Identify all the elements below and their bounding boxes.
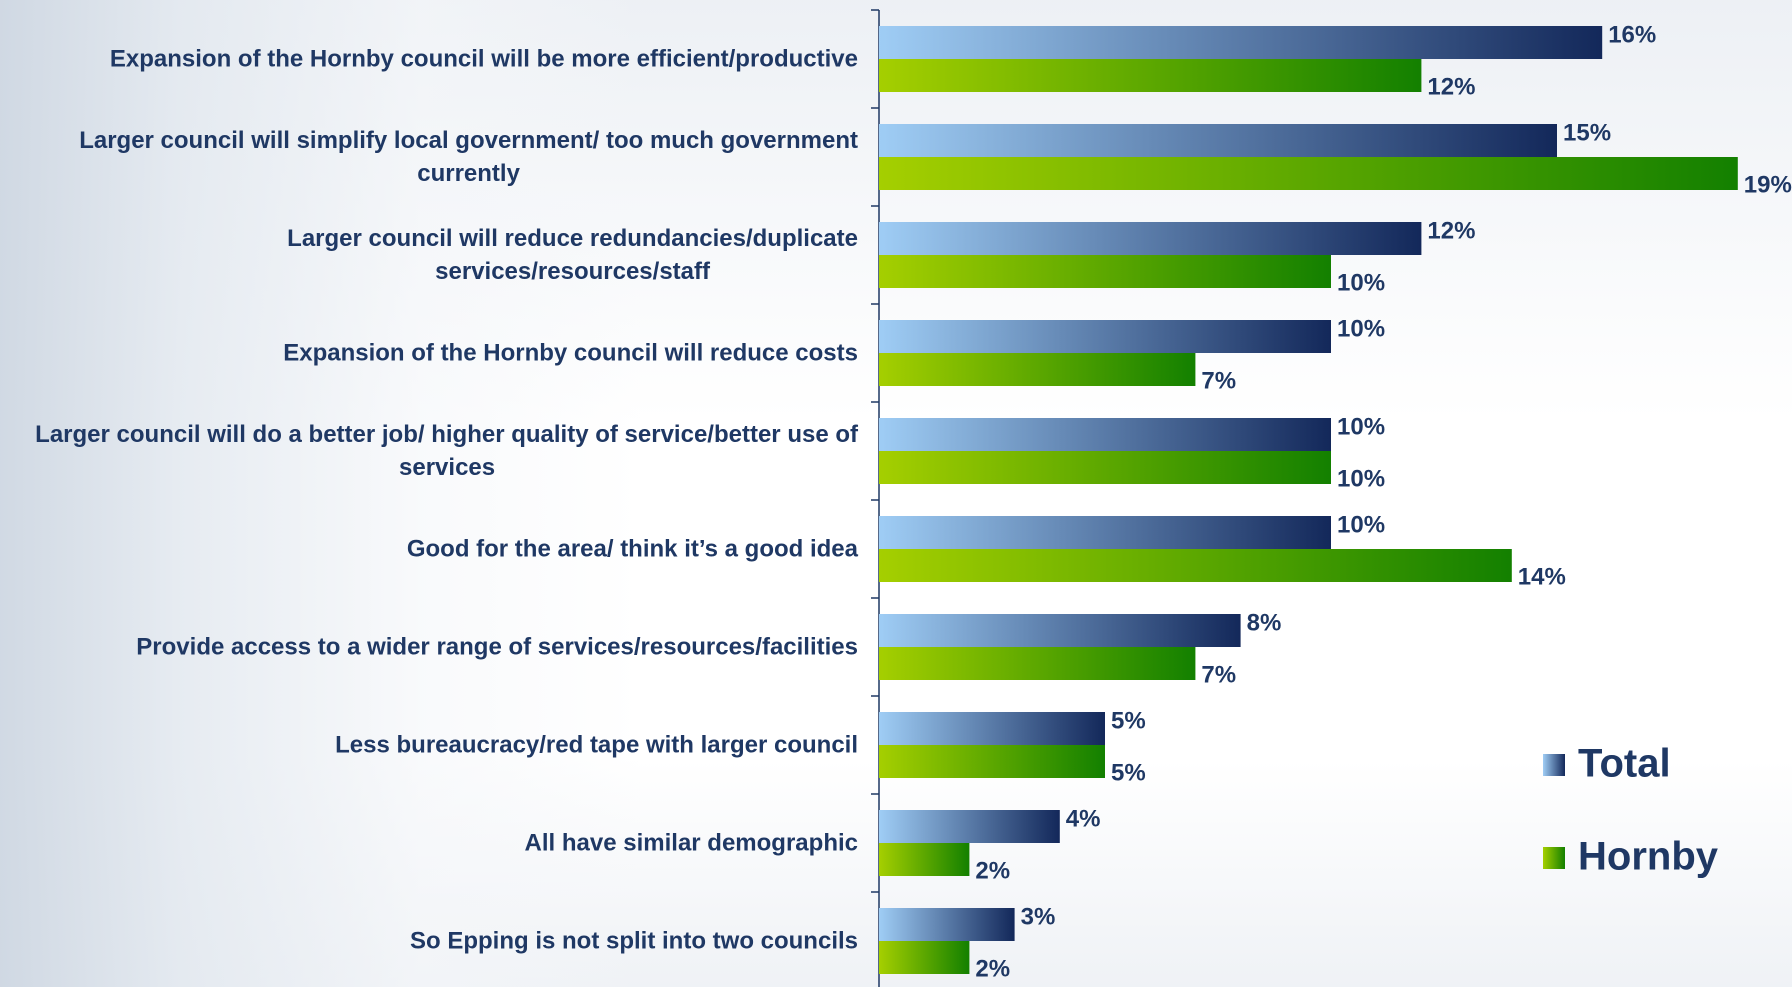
data-label-hornby-7: 5% [1111, 759, 1146, 786]
bar-total-5 [879, 516, 1331, 549]
bar-hornby-8 [879, 843, 970, 876]
category-labels: Expansion of the Hornby council will be … [35, 45, 859, 954]
data-label-total-8: 4% [1066, 805, 1101, 832]
category-label-2-line-1: services/resources/staff [435, 258, 711, 285]
data-label-total-4: 10% [1337, 413, 1385, 440]
data-label-hornby-8: 2% [975, 857, 1010, 884]
bar-total-1 [879, 124, 1557, 157]
data-label-total-0: 16% [1608, 21, 1656, 48]
bar-hornby-2 [879, 255, 1331, 288]
data-label-total-3: 10% [1337, 315, 1385, 342]
bar-total-6 [879, 614, 1241, 647]
y-axis [871, 9, 880, 987]
data-label-hornby-1: 19% [1744, 171, 1792, 198]
category-label-3: Expansion of the Hornby council will red… [283, 339, 858, 366]
bar-total-4 [879, 418, 1331, 451]
data-label-total-2: 12% [1427, 217, 1475, 244]
bar-hornby-0 [879, 59, 1422, 92]
data-label-hornby-2: 10% [1337, 269, 1385, 296]
data-label-hornby-4: 10% [1337, 465, 1385, 492]
category-label-1-line-1: currently [417, 160, 520, 187]
data-label-hornby-9: 2% [975, 955, 1010, 982]
bar-hornby-7 [879, 745, 1105, 778]
data-label-total-6: 8% [1247, 609, 1282, 636]
category-label-4-line-0: Larger council will do a better job/ hig… [35, 421, 859, 448]
category-label-8: All have similar demographic [525, 829, 858, 856]
category-label-2-line-0: Larger council will reduce redundancies/… [287, 225, 858, 252]
category-label-5: Good for the area/ think it’s a good ide… [407, 535, 859, 562]
bar-total-0 [879, 26, 1603, 59]
bars [879, 26, 1738, 974]
bar-hornby-5 [879, 549, 1512, 582]
legend-label-hornby: Hornby [1578, 835, 1719, 879]
category-label-7: Less bureaucracy/red tape with larger co… [335, 731, 858, 758]
data-label-total-7: 5% [1111, 707, 1146, 734]
bar-total-8 [879, 810, 1060, 843]
legend-swatch-total [1543, 754, 1565, 776]
bar-total-9 [879, 908, 1015, 941]
data-label-hornby-3: 7% [1201, 367, 1236, 394]
data-label-total-1: 15% [1563, 119, 1611, 146]
bar-total-3 [879, 320, 1331, 353]
data-label-hornby-0: 12% [1427, 73, 1475, 100]
bar-hornby-4 [879, 451, 1331, 484]
bar-hornby-1 [879, 157, 1738, 190]
data-label-hornby-5: 14% [1518, 563, 1566, 590]
value-labels: 16% 12% 15% 19% 12% 10% 10% 7% 10% 10% 10% 14% 8% 7% 5… [975, 21, 1791, 982]
category-label-0: Expansion of the Hornby council will be … [110, 45, 858, 72]
legend-swatch-hornby [1543, 847, 1565, 869]
bar-hornby-6 [879, 647, 1196, 680]
legend-label-total: Total [1578, 742, 1671, 786]
category-label-9: So Epping is not split into two councils [410, 927, 858, 954]
category-label-4-line-1: services [399, 454, 495, 481]
category-label-1-line-0: Larger council will simplify local gover… [79, 127, 858, 154]
legend: Total Hornby [1543, 742, 1719, 879]
bar-hornby-9 [879, 941, 970, 974]
data-label-total-5: 10% [1337, 511, 1385, 538]
bar-hornby-3 [879, 353, 1196, 386]
bar-total-7 [879, 712, 1105, 745]
data-label-hornby-6: 7% [1201, 661, 1236, 688]
data-label-total-9: 3% [1021, 903, 1056, 930]
bar-total-2 [879, 222, 1422, 255]
category-label-6: Provide access to a wider range of servi… [136, 633, 858, 660]
